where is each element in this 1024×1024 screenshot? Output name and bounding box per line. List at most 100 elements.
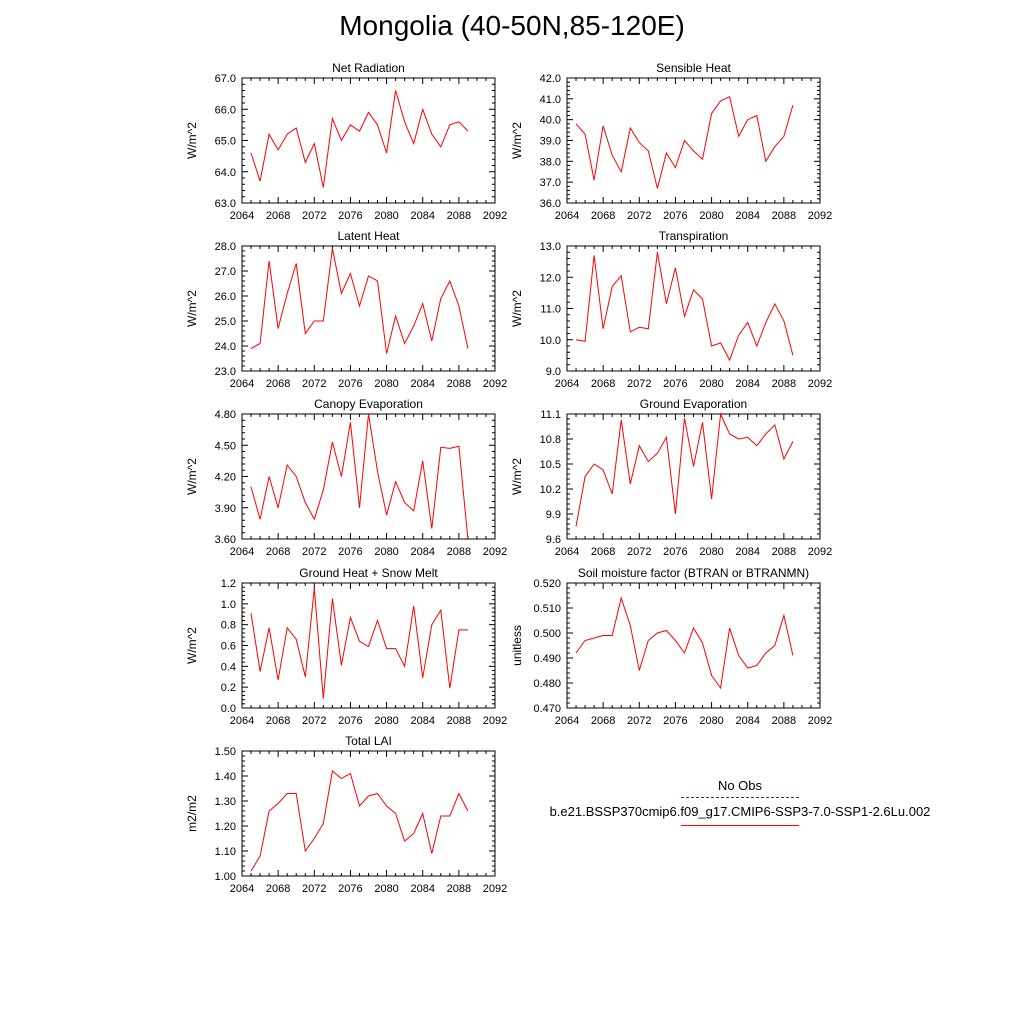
plot-frame xyxy=(566,582,821,709)
plot-frame xyxy=(566,245,821,372)
y-tick-label: 10.0 xyxy=(540,335,561,347)
plot-frame xyxy=(566,77,821,204)
figure-title: Mongolia (40-50N,85-120E) xyxy=(339,10,685,41)
x-tick-label: 2064 xyxy=(230,883,254,895)
x-tick-label: 2088 xyxy=(772,715,796,727)
y-tick-label: 39.0 xyxy=(540,136,561,148)
x-tick-label: 2068 xyxy=(591,210,615,222)
y-tick-label: 3.60 xyxy=(215,534,236,546)
x-tick-label: 2084 xyxy=(735,546,759,558)
y-tick-label: 0.2 xyxy=(221,682,236,694)
y-axis-label: W/m^2 xyxy=(510,290,524,327)
y-tick-label: 37.0 xyxy=(540,177,561,189)
y-tick-label: 0.4 xyxy=(221,661,236,673)
panel-6: Ground Evaporation W/m^2 9.6 9.9 10.2 10.5 10.… xyxy=(510,397,832,558)
series-line-1 xyxy=(250,588,468,699)
legend-obs-label: No Obs xyxy=(717,778,763,793)
y-tick-label: 38.0 xyxy=(540,156,561,168)
panel-2: Sensible Heat W/m^2 36.0 37.0 38.0 39.0 40.0 41… xyxy=(510,61,832,222)
x-tick-label: 2080 xyxy=(699,210,723,222)
x-tick-label: 2064 xyxy=(230,715,254,727)
y-axis-label: W/m^2 xyxy=(185,458,199,495)
x-tick-label: 2068 xyxy=(266,378,290,390)
y-tick-label: 11.1 xyxy=(540,409,561,421)
panel-title: Sensible Heat xyxy=(656,61,731,75)
y-tick-label: 42.0 xyxy=(540,73,561,85)
y-tick-label: 4.20 xyxy=(215,472,236,484)
x-tick-label: 2064 xyxy=(555,715,579,727)
x-tick-label: 2088 xyxy=(447,546,471,558)
x-tick-label: 2076 xyxy=(338,715,362,727)
x-tick-label: 2072 xyxy=(302,378,326,390)
series-line-1 xyxy=(250,770,469,872)
x-tick-label: 2072 xyxy=(627,546,651,558)
y-tick-label: 10.8 xyxy=(540,434,561,446)
y-tick-label: 63.0 xyxy=(215,198,236,210)
x-tick-label: 2064 xyxy=(555,546,579,558)
panel-8: Soil moisture factor (BTRAN or BTRANMN) u… xyxy=(510,566,832,727)
x-tick-label: 2064 xyxy=(230,378,254,390)
x-tick-label: 2084 xyxy=(410,378,434,390)
panel-title: Total LAI xyxy=(345,734,392,748)
y-axis-label: W/m^2 xyxy=(510,458,524,495)
x-tick-label: 2088 xyxy=(447,210,471,222)
y-axis-label: W/m^2 xyxy=(185,627,199,664)
x-tick-label: 2076 xyxy=(338,546,362,558)
y-tick-label: 9.0 xyxy=(546,366,561,378)
y-tick-label: 1.50 xyxy=(215,746,236,758)
plot-frame xyxy=(241,245,496,372)
x-tick-label: 2088 xyxy=(447,378,471,390)
x-tick-label: 2092 xyxy=(483,546,507,558)
x-tick-label: 2068 xyxy=(591,546,615,558)
x-tick-label: 2072 xyxy=(302,883,326,895)
x-tick-label: 2076 xyxy=(338,883,362,895)
panel-3: Latent Heat W/m^2 23.0 24.0 25.0 26.0 27.0 28.0… xyxy=(185,229,507,390)
x-tick-label: 2088 xyxy=(772,378,796,390)
x-tick-label: 2092 xyxy=(483,378,507,390)
panel-title: Ground Evaporation xyxy=(640,397,747,411)
x-tick-label: 2068 xyxy=(591,715,615,727)
series-line-1 xyxy=(250,248,469,354)
panel-5: Canopy Evaporation W/m^2 3.60 3.90 4.20 4.50 4… xyxy=(185,397,507,558)
y-tick-label: 0.480 xyxy=(533,678,561,690)
x-tick-label: 2076 xyxy=(338,378,362,390)
series-line-1 xyxy=(575,596,794,690)
x-tick-label: 2080 xyxy=(699,546,723,558)
y-tick-label: 64.0 xyxy=(215,167,236,179)
x-tick-label: 2084 xyxy=(410,210,434,222)
legend-obs-line xyxy=(681,797,799,798)
x-tick-label: 2080 xyxy=(374,210,398,222)
y-tick-label: 4.50 xyxy=(215,440,236,452)
y-tick-label: 11.0 xyxy=(540,304,561,316)
plot-frame xyxy=(566,413,821,540)
y-tick-label: 24.0 xyxy=(215,341,236,353)
x-tick-label: 2076 xyxy=(663,715,687,727)
plot-frame xyxy=(241,750,496,877)
x-tick-label: 2068 xyxy=(266,883,290,895)
series-line-1 xyxy=(575,252,794,362)
y-tick-label: 26.0 xyxy=(215,291,236,303)
y-axis-label: unitless xyxy=(510,625,524,666)
panel-title: Net Radiation xyxy=(332,61,405,75)
panel-title: Latent Heat xyxy=(337,229,400,243)
x-tick-label: 2072 xyxy=(302,546,326,558)
panel-7: Ground Heat + Snow Melt W/m^2 0.0 0.2 0.4 0.6… xyxy=(185,566,507,727)
panel-title: Canopy Evaporation xyxy=(314,397,423,411)
x-tick-label: 2092 xyxy=(483,210,507,222)
y-tick-label: 28.0 xyxy=(215,241,236,253)
y-tick-label: 40.0 xyxy=(540,115,561,127)
y-tick-label: 1.0 xyxy=(221,599,236,611)
y-tick-label: 1.10 xyxy=(215,846,236,858)
x-tick-label: 2068 xyxy=(591,378,615,390)
y-tick-label: 27.0 xyxy=(215,266,236,278)
legend-model-label: b.e21.BSSP370cmip6.f09_g17.CMIP6-SSP3-7.… xyxy=(549,804,931,819)
y-tick-label: 1.2 xyxy=(221,578,236,590)
y-tick-label: 9.6 xyxy=(546,534,561,546)
x-tick-label: 2076 xyxy=(663,210,687,222)
series-line-1 xyxy=(250,90,469,188)
x-tick-label: 2092 xyxy=(808,210,832,222)
y-tick-label: 0.6 xyxy=(221,641,236,653)
legend: No Obs b.e21.BSSP370cmip6.f09_g17.CMIP6-… xyxy=(530,778,950,826)
y-tick-label: 0.520 xyxy=(533,578,561,590)
x-tick-label: 2084 xyxy=(410,883,434,895)
